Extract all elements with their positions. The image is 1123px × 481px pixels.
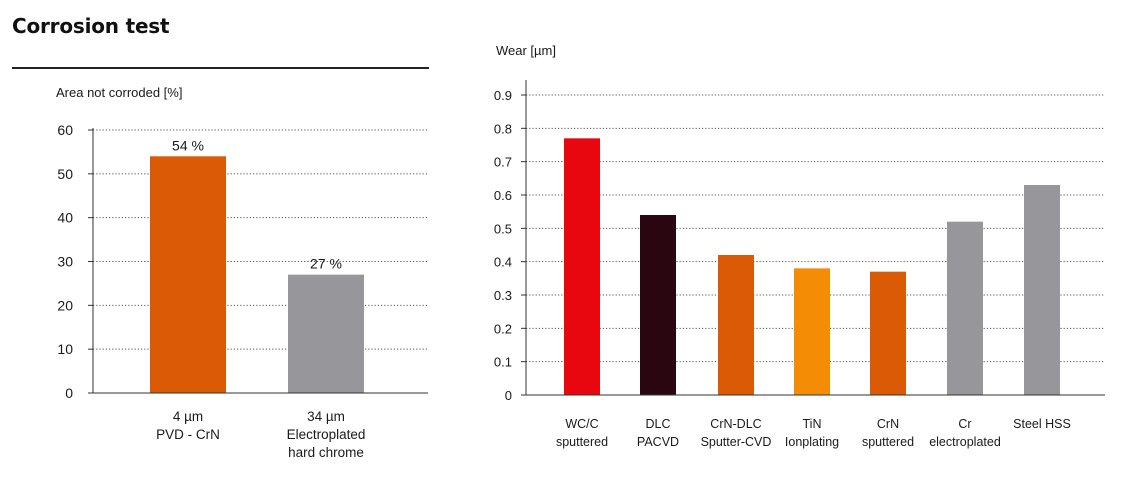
wear-category-label: PACVD [637,435,679,449]
section-title: Corrosion test [12,14,170,38]
wear-bar [640,215,676,395]
corrosion-y-tick-label: 40 [57,210,73,226]
corrosion-data-label: 54 % [172,137,204,153]
wear-y-tick-label: 0.8 [494,121,512,136]
corrosion-y-tick-label: 60 [57,122,73,138]
wear-category-label: sputtered [862,435,914,449]
corrosion-y-axis-title: Area not corroded [%] [56,85,182,100]
wear-category-label: sputtered [556,435,608,449]
corrosion-category-label: Electroplated [287,427,366,442]
corrosion-bar [150,156,226,393]
wear-category-label: CrN-DLC [710,417,761,431]
corrosion-category-label: 4 µm [173,409,203,424]
wear-category-label: TiN [803,417,822,431]
corrosion-data-label: 27 % [310,256,342,272]
wear-y-tick-label: 0.1 [494,355,512,370]
corrosion-category-label: hard chrome [288,445,364,460]
corrosion-y-tick-label: 10 [57,341,73,357]
wear-bar [794,268,830,395]
corrosion-bar [288,274,364,393]
wear-y-tick-label: 0 [505,388,512,403]
wear-y-tick-label: 0.5 [494,221,512,236]
wear-category-label: electroplated [929,435,1001,449]
wear-category-label: Sputter-CVD [701,435,772,449]
corrosion-y-tick-label: 0 [65,385,73,401]
title-divider [12,67,429,69]
corrosion-category-label: 34 µm [307,409,345,424]
wear-bar [718,255,754,395]
wear-bar [564,138,600,396]
wear-y-tick-label: 0.2 [494,321,512,336]
wear-bar [870,271,906,395]
wear-bar [947,221,983,395]
wear-category-label: WC/C [565,417,598,431]
wear-y-tick-label: 0.9 [494,88,512,103]
corrosion-category-label: PVD - CrN [156,427,220,442]
wear-y-tick-label: 0.4 [494,255,512,270]
wear-category-label: Steel HSS [1013,417,1071,431]
wear-category-label: CrN [877,417,899,431]
corrosion-y-tick-label: 50 [57,166,73,182]
wear-category-label: DLC [645,417,670,431]
corrosion-y-tick-label: 30 [57,254,73,270]
wear-y-tick-label: 0.3 [494,288,512,303]
corrosion-y-tick-label: 20 [57,297,73,313]
wear-category-label: Cr [958,417,971,431]
wear-y-tick-label: 0.6 [494,188,512,203]
wear-category-label: Ionplating [785,435,839,449]
wear-bar [1024,185,1060,395]
wear-y-axis-title: Wear [µm] [496,43,556,58]
wear-y-tick-label: 0.7 [494,155,512,170]
